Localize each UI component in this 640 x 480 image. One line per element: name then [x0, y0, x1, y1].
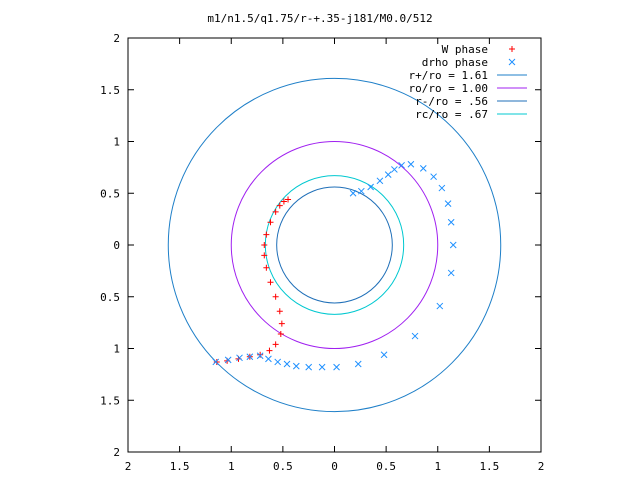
- point-1-20: [438, 184, 446, 192]
- point-1-11: [333, 363, 340, 371]
- x-tick-label: 1.5: [170, 460, 190, 473]
- series-0: [213, 196, 292, 365]
- point-1-9: [305, 363, 313, 371]
- point-1-2: [236, 354, 243, 362]
- point-1-0: [212, 358, 220, 366]
- y-tick-label: 1.5: [100, 84, 120, 97]
- point-1-4: [256, 352, 264, 360]
- circle-2: [276, 186, 393, 304]
- x-tick-label: 0.5: [273, 460, 293, 473]
- point-1-16: [447, 269, 455, 277]
- point-1-22: [419, 165, 427, 172]
- legend-label: W phase: [442, 43, 488, 56]
- legend-label: r+/ro = 1.61: [409, 69, 488, 82]
- point-0-8: [263, 264, 270, 271]
- x-tick-label: 1.5: [479, 460, 499, 473]
- point-0-10: [272, 293, 279, 300]
- point-1-18: [447, 218, 455, 226]
- circle-3: [264, 175, 405, 315]
- point-0-5: [263, 231, 270, 238]
- point-0-20: [213, 358, 220, 365]
- point-1-17: [449, 241, 457, 249]
- chart-title: m1/n1.5/q1.75/r-+.35-j181/M0.0/512: [207, 12, 432, 25]
- series-layer: [212, 160, 457, 371]
- point-0-13: [277, 331, 284, 338]
- point-1-29: [357, 187, 365, 195]
- point-1-23: [407, 160, 415, 168]
- point-1-21: [430, 173, 437, 181]
- point-0-2: [276, 202, 283, 209]
- point-0-12: [278, 320, 285, 327]
- y-tick-label: 2: [113, 32, 120, 45]
- x-tick-label: 1: [434, 460, 441, 473]
- legend-label: r-/ro = .56: [415, 95, 488, 108]
- point-1-3: [246, 353, 254, 361]
- point-1-1: [224, 356, 232, 364]
- y-tick-label: 0: [113, 239, 120, 252]
- point-0-15: [266, 347, 273, 354]
- point-1-12: [354, 360, 362, 368]
- point-1-8: [292, 362, 300, 370]
- legend-marker: [508, 58, 516, 66]
- circle-0: [167, 77, 502, 413]
- point-0-0: [285, 196, 292, 203]
- point-1-19: [444, 200, 452, 207]
- y-tick-label: 1: [113, 136, 120, 149]
- x-tick-label: 0.5: [376, 460, 396, 473]
- point-1-14: [411, 332, 419, 340]
- x-tick-label: 2: [125, 460, 132, 473]
- point-1-5: [265, 355, 272, 363]
- point-1-26: [384, 171, 392, 178]
- point-0-1: [280, 198, 287, 205]
- point-0-3: [272, 208, 279, 215]
- y-tick-label: 1.5: [100, 394, 120, 407]
- point-0-9: [267, 279, 274, 286]
- y-tick-label: 1: [113, 343, 120, 356]
- x-tick-label: 2: [538, 460, 545, 473]
- point-0-11: [276, 308, 283, 315]
- point-1-7: [283, 360, 291, 368]
- point-0-14: [272, 341, 279, 348]
- point-0-4: [267, 219, 274, 226]
- point-1-15: [436, 302, 444, 310]
- point-1-28: [367, 183, 374, 191]
- point-1-25: [391, 166, 398, 173]
- point-0-6: [261, 242, 268, 248]
- x-tick-label: 1: [228, 460, 235, 473]
- y-tick-label: 2: [113, 446, 120, 459]
- point-0-7: [261, 252, 268, 259]
- circle-1: [230, 141, 439, 349]
- x-tick-label: 0: [331, 460, 338, 473]
- y-tick-label: 0.5: [100, 291, 120, 304]
- series-1: [212, 160, 457, 371]
- point-1-10: [318, 363, 326, 371]
- point-0-16: [257, 351, 264, 358]
- point-1-30: [349, 189, 357, 197]
- legend-label: drho phase: [422, 56, 488, 69]
- point-1-6: [274, 358, 282, 366]
- legend-marker: [509, 46, 515, 52]
- y-tick-label: 0.5: [100, 187, 120, 200]
- point-1-13: [380, 351, 388, 359]
- point-1-24: [398, 161, 405, 169]
- axis-ticks: 2 1.5 1 0.5 0 0.5 1 1.5 221.510.500.511.52: [100, 32, 544, 473]
- legend-label: ro/ro = 1.00: [409, 82, 488, 95]
- legend-label: rc/ro = .67: [415, 108, 488, 121]
- point-1-27: [376, 177, 384, 185]
